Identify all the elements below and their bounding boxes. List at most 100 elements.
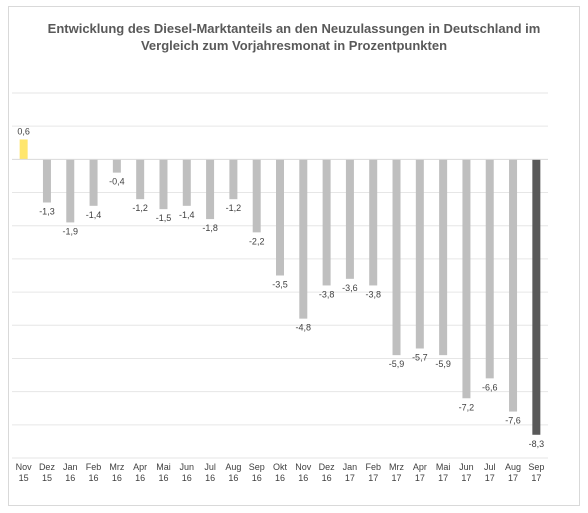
data-label: -6,6 [482,382,498,392]
data-label: -3,8 [319,289,335,299]
bar [89,159,98,206]
bar [299,159,308,319]
bar [439,159,448,356]
x-tick-label-month: Feb [365,462,381,472]
data-label: -0,4 [109,177,125,187]
bar [159,159,168,210]
data-label: -1,8 [202,223,218,233]
chart-frame [8,6,580,506]
bar [415,159,424,349]
bar [369,159,378,286]
bar [532,159,541,435]
data-label: -3,6 [342,283,358,293]
x-tick-label-year: 17 [345,473,355,483]
x-tick-label-year: 17 [415,473,425,483]
data-labels: 0,6 -1,3 -1,9 -1,4 -0,4 -1,2 -1,5 -1,4 -1,8 -1,2 -… [17,126,544,448]
bar [66,159,75,223]
data-label: -7,2 [459,402,475,412]
x-tick-label-year: 17 [368,473,378,483]
x-tick-label-year: 16 [135,473,145,483]
x-tick-label-year: 16 [322,473,332,483]
x-tick-label-month: Feb [86,462,102,472]
x-tick-label-month: Jan [63,462,78,472]
data-label: -2,2 [249,236,265,246]
bar [322,159,331,286]
x-tick-label-year: 16 [65,473,75,483]
data-label: -3,8 [365,289,381,299]
data-label: -1,2 [132,203,148,213]
bar [229,159,238,200]
x-tick-label-year: 16 [205,473,215,483]
x-tick-label-year: 17 [485,473,495,483]
data-label: -3,5 [272,280,288,290]
bar [252,159,261,233]
data-label: -4,8 [296,323,312,333]
x-tick-label-year: 15 [42,473,52,483]
data-label: -1,9 [63,226,79,236]
bar [136,159,145,200]
x-tick-label-month: Mrz [109,462,124,472]
x-tick-label-month: Apr [413,462,427,472]
x-tick-label-year: 15 [19,473,29,483]
bar [345,159,354,279]
x-tick-label-year: 17 [461,473,471,483]
bar [19,139,28,160]
x-tick-label-month: Jul [484,462,496,472]
data-label: -1,3 [39,207,55,217]
chart-title-line-2: Vergleich zum Vorjahresmonat in Prozentp… [140,38,448,53]
x-tick-label-year: 17 [508,473,518,483]
x-tick-label-month: Sep [249,462,265,472]
x-tick-label-month: Jun [180,462,195,472]
x-tick-label-year: 16 [298,473,308,483]
x-tick-label-month: Sep [528,462,544,472]
x-tick-label-month: Okt [273,462,288,472]
x-tick-label-month: Mrz [389,462,404,472]
data-label: -1,4 [179,210,195,220]
bar [276,159,284,276]
data-label: -5,7 [412,353,428,363]
x-tick-label-month: Nov [16,462,33,472]
x-tick-label-month: Aug [225,462,241,472]
bar [485,159,494,379]
x-tick-label-year: 17 [531,473,541,483]
x-tick-label-month: Apr [133,462,147,472]
bar [206,159,215,220]
chart-title-line-1: Entwicklung des Diesel-Marktanteils an d… [47,21,541,36]
data-label: 0,6 [17,126,30,136]
bar [392,159,401,356]
data-label: -1,2 [226,203,242,213]
x-tick-label-year: 16 [182,473,192,483]
x-tick-label-year: 16 [252,473,262,483]
x-tick-label-year: 17 [392,473,402,483]
data-label: -1,5 [156,213,172,223]
x-tick-label-month: Aug [505,462,521,472]
bar [112,159,121,173]
bar [182,159,191,206]
x-tick-label-month: Jul [204,462,216,472]
x-tick-label-year: 16 [112,473,122,483]
x-tick-label-month: Jun [459,462,474,472]
x-tick-label-year: 17 [438,473,448,483]
bar [462,159,471,399]
x-tick-label-year: 16 [158,473,168,483]
x-tick-label-year: 16 [275,473,285,483]
bar [42,159,51,203]
x-tick-label-month: Dez [319,462,336,472]
x-tick-label-year: 16 [89,473,99,483]
data-label: -8,3 [529,439,545,449]
data-label: -5,9 [389,359,405,369]
bar [509,159,518,412]
x-tick-label-month: Nov [295,462,312,472]
x-tick-label-month: Mai [156,462,171,472]
x-tick-label-month: Jan [343,462,358,472]
data-label: -5,9 [435,359,451,369]
data-label: -7,6 [505,416,521,426]
x-axis-tick-labels: Nov15Dez15Jan16Feb16Mrz16Apr16Mai16Jun16… [16,462,545,483]
chart-title: Entwicklung des Diesel-Marktanteils an d… [10,20,578,54]
data-label: -1,4 [86,210,102,220]
x-tick-label-month: Dez [39,462,56,472]
x-tick-label-year: 16 [228,473,238,483]
x-tick-label-month: Mai [436,462,451,472]
bars [19,139,541,435]
